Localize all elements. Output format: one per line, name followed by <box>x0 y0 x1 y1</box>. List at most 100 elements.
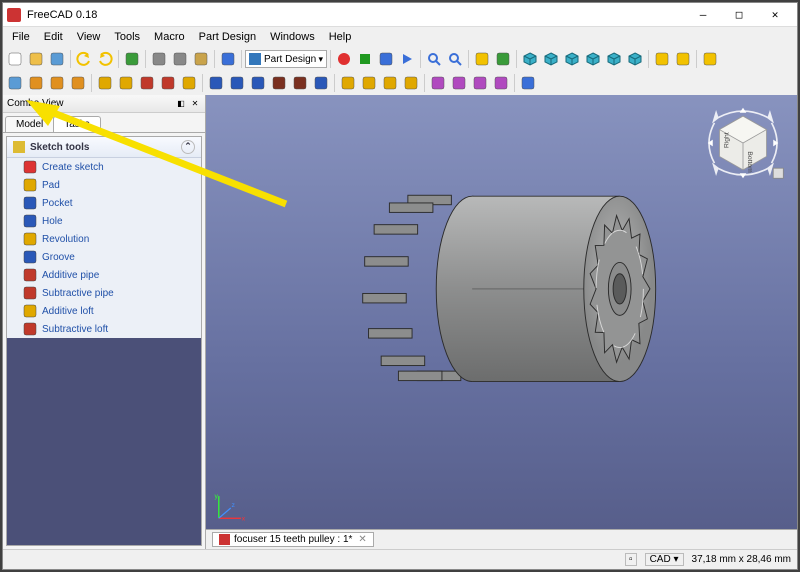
document-tab-close-icon[interactable]: ✕ <box>358 534 366 545</box>
tool-open-button[interactable] <box>26 49 46 69</box>
tool-iso-button[interactable] <box>472 49 492 69</box>
panel-float-icon[interactable]: ◧ <box>175 98 187 110</box>
window-title: FreeCAD 0.18 <box>27 9 685 21</box>
tool-macros-button[interactable] <box>376 49 396 69</box>
menu-tools[interactable]: Tools <box>107 29 147 45</box>
tool-map-button[interactable] <box>68 73 88 93</box>
task-hole[interactable]: Hole <box>7 212 201 230</box>
document-tab[interactable]: focuser 15 teeth pulley : 1* ✕ <box>212 532 374 547</box>
tab-model[interactable]: Model <box>5 116 54 132</box>
svg-text:z: z <box>232 502 236 509</box>
task-label: Hole <box>42 216 63 227</box>
cursor-coords: 37,18 mm x 28,46 mm <box>692 554 791 565</box>
menu-edit[interactable]: Edit <box>37 29 70 45</box>
tool-sprim-button[interactable] <box>311 73 331 93</box>
tool-pipe-button[interactable] <box>158 73 178 93</box>
task-pad[interactable]: Pad <box>7 176 201 194</box>
menu-file[interactable]: File <box>5 29 37 45</box>
task-pocket[interactable]: Pocket <box>7 194 201 212</box>
task-groove[interactable]: Groove <box>7 248 201 266</box>
task-additive-pipe[interactable]: Additive pipe <box>7 266 201 284</box>
tool-cube6-button[interactable] <box>625 49 645 69</box>
tool-lpattern-button[interactable] <box>359 73 379 93</box>
task-label: Revolution <box>42 234 89 245</box>
nav-style-cube-icon[interactable]: ▫ <box>625 553 637 566</box>
tool-draft-button[interactable] <box>470 73 490 93</box>
toolbar-row-2 <box>3 71 797 95</box>
tool-axo-button[interactable] <box>493 49 513 69</box>
navigation-cube[interactable]: Right Bottom <box>701 101 785 185</box>
tool-thick-button[interactable] <box>491 73 511 93</box>
tool-play-button[interactable] <box>397 49 417 69</box>
tool-fillet-button[interactable] <box>428 73 448 93</box>
task-create-sketch[interactable]: Create sketch <box>7 158 201 176</box>
tool-meas1-button[interactable] <box>652 49 672 69</box>
tool-redo-button[interactable] <box>95 49 115 69</box>
tool-cube4-button[interactable] <box>583 49 603 69</box>
menu-help[interactable]: Help <box>322 29 359 45</box>
tool-stop-button[interactable] <box>355 49 375 69</box>
tool-whatsthis-button[interactable] <box>218 49 238 69</box>
menu-windows[interactable]: Windows <box>263 29 322 45</box>
tool-cube3-button[interactable] <box>562 49 582 69</box>
axes-gizmo: x y z <box>212 491 246 525</box>
tool-undo-button[interactable] <box>74 49 94 69</box>
tool-pad-button[interactable] <box>95 73 115 93</box>
combo-view-title-label: Combo View <box>7 98 64 109</box>
task-subtractive-loft[interactable]: Subtractive loft <box>7 320 201 338</box>
task-revolution[interactable]: Revolution <box>7 230 201 248</box>
tab-tasks[interactable]: Tasks <box>53 116 101 132</box>
tool-sloft-button[interactable] <box>269 73 289 93</box>
tool-hole-button[interactable] <box>227 73 247 93</box>
tool-copy-button[interactable] <box>170 49 190 69</box>
tool-cube1-button[interactable] <box>520 49 540 69</box>
tool-new-button[interactable] <box>5 49 25 69</box>
maximize-button[interactable]: □ <box>721 4 757 26</box>
svg-text:Bottom: Bottom <box>746 151 753 173</box>
task-section-header[interactable]: Sketch tools <box>7 137 201 158</box>
tool-cube2-button[interactable] <box>541 49 561 69</box>
tool-rec-button[interactable] <box>334 49 354 69</box>
task-icon <box>23 178 37 192</box>
tool-aprim-button[interactable] <box>179 73 199 93</box>
tool-ppattern-button[interactable] <box>380 73 400 93</box>
tool-multi-button[interactable] <box>401 73 421 93</box>
tool-chamfer-button[interactable] <box>449 73 469 93</box>
menu-part-design[interactable]: Part Design <box>192 29 263 45</box>
tool-part-button[interactable] <box>700 49 720 69</box>
task-label: Subtractive pipe <box>42 288 114 299</box>
tool-fit-button[interactable] <box>424 49 444 69</box>
task-icon <box>23 214 37 228</box>
tool-rev-button[interactable] <box>116 73 136 93</box>
tool-paste-button[interactable] <box>191 49 211 69</box>
tool-meas2-button[interactable] <box>673 49 693 69</box>
task-additive-loft[interactable]: Additive loft <box>7 302 201 320</box>
tool-fitsel-button[interactable] <box>445 49 465 69</box>
panel-close-icon[interactable]: ✕ <box>189 98 201 110</box>
workbench-selector[interactable]: Part Design <box>245 50 327 68</box>
tool-cut-button[interactable] <box>149 49 169 69</box>
task-icon <box>23 232 37 246</box>
tool-cube5-button[interactable] <box>604 49 624 69</box>
tool-spipe-button[interactable] <box>290 73 310 93</box>
tool-bool-button[interactable] <box>518 73 538 93</box>
tool-newsketch-button[interactable] <box>26 73 46 93</box>
tool-body-button[interactable] <box>5 73 25 93</box>
document-tabs: focuser 15 teeth pulley : 1* ✕ <box>206 529 797 549</box>
task-icon <box>23 304 37 318</box>
minimize-button[interactable]: — <box>685 4 721 26</box>
tool-save-button[interactable] <box>47 49 67 69</box>
menu-view[interactable]: View <box>70 29 108 45</box>
tool-pocket-button[interactable] <box>206 73 226 93</box>
close-button[interactable]: ✕ <box>757 4 793 26</box>
task-subtractive-pipe[interactable]: Subtractive pipe <box>7 284 201 302</box>
3d-viewport[interactable]: Right Bottom x y z focuser 15 teeth pull… <box>206 95 797 549</box>
tool-loft-button[interactable] <box>137 73 157 93</box>
task-icon <box>23 160 37 174</box>
tool-groove-button[interactable] <box>248 73 268 93</box>
menu-macro[interactable]: Macro <box>147 29 192 45</box>
tool-editsketch-button[interactable] <box>47 73 67 93</box>
tool-refresh-button[interactable] <box>122 49 142 69</box>
nav-style-selector[interactable]: CAD ▾ <box>645 553 684 566</box>
tool-mirror-button[interactable] <box>338 73 358 93</box>
